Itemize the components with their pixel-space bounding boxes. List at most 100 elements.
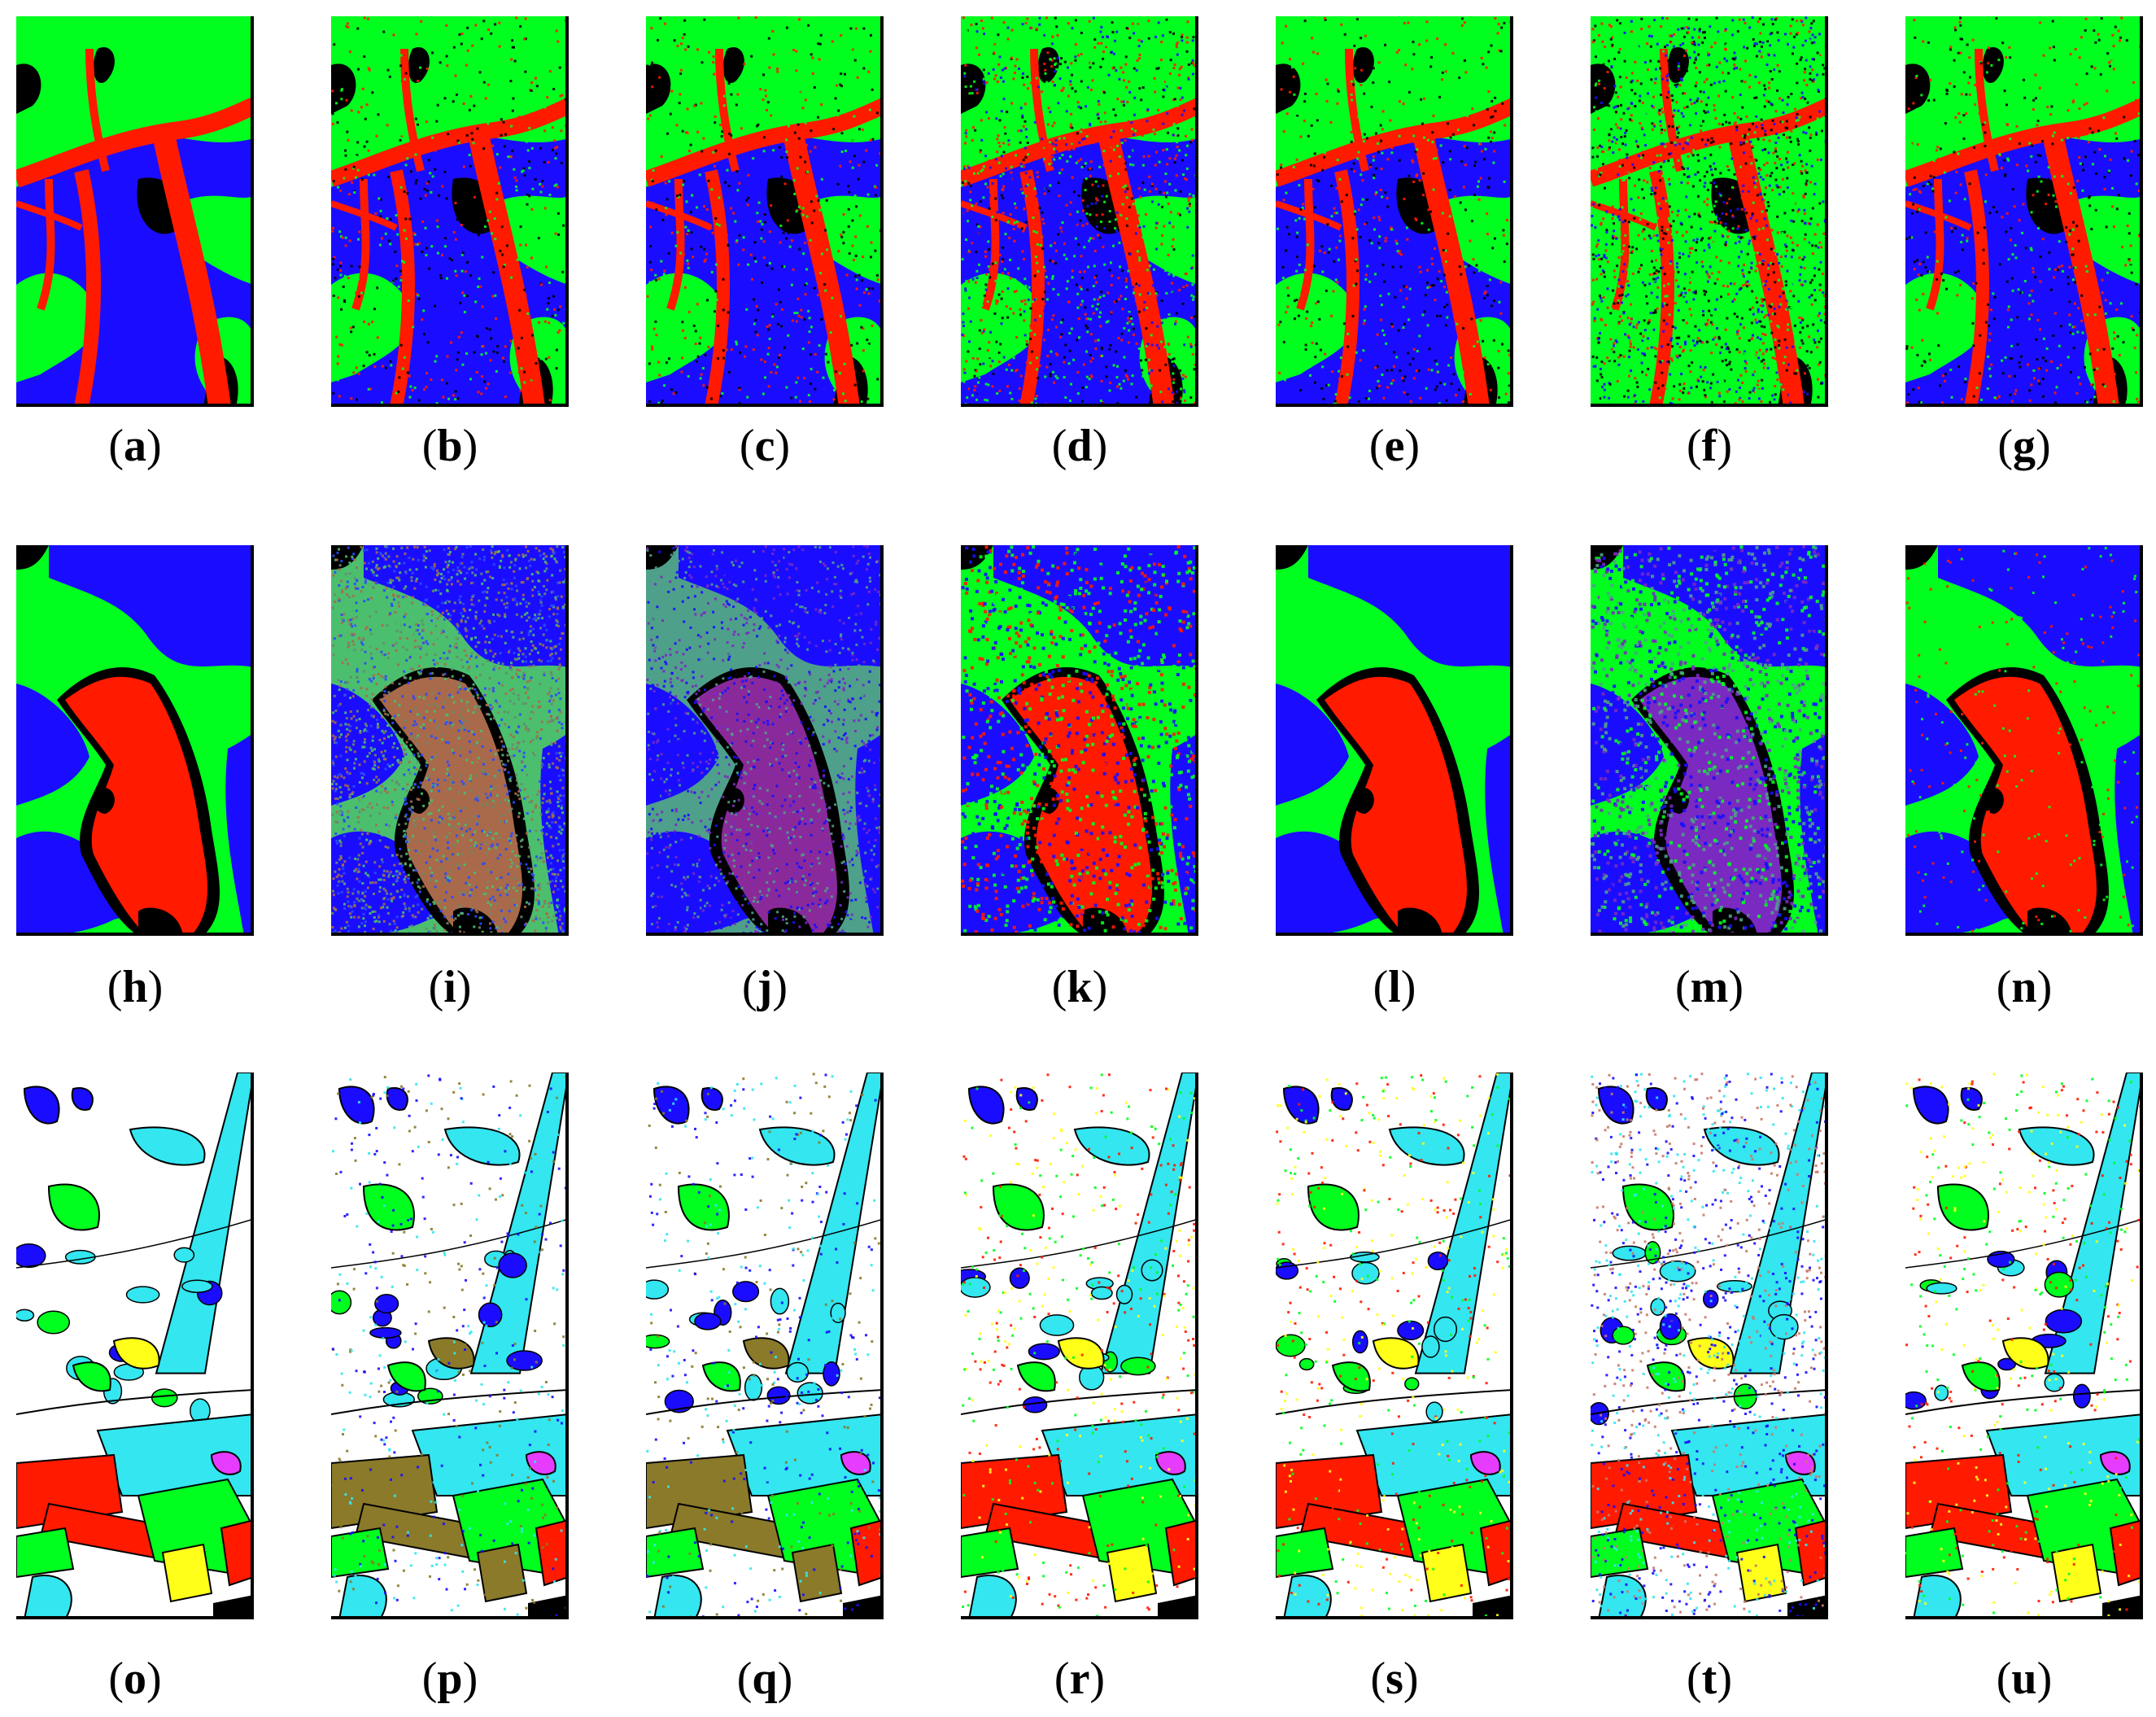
caption-letter: j	[757, 962, 773, 1012]
panel-frame	[1591, 16, 1828, 407]
panel-frame	[1276, 16, 1513, 407]
caption-o: (o)	[108, 1654, 162, 1704]
caption-s: (s)	[1370, 1654, 1419, 1704]
classification-map-r	[961, 1073, 1198, 1619]
panel-frame	[1276, 545, 1513, 936]
panel-r	[961, 1073, 1198, 1619]
caption-u: (u)	[1996, 1654, 2053, 1704]
caption-p: (p)	[421, 1654, 478, 1704]
panel-frame	[16, 545, 254, 936]
caption-j: (j)	[742, 962, 788, 1012]
panel-frame	[1905, 1073, 2143, 1619]
caption-t: (t)	[1687, 1654, 1732, 1704]
caption-m: (m)	[1675, 962, 1744, 1012]
classification-map-t	[1591, 1073, 1828, 1619]
classification-map-m	[1591, 545, 1828, 936]
caption-b: (b)	[421, 421, 478, 471]
panel-frame	[16, 1073, 254, 1619]
classification-map-k	[961, 545, 1198, 936]
classification-map-e	[1276, 16, 1513, 407]
caption-r: (r)	[1054, 1654, 1106, 1704]
caption-letter: a	[124, 421, 146, 471]
caption-letter: u	[2011, 1654, 2037, 1704]
panel-frame	[961, 1073, 1198, 1619]
panel-a	[16, 16, 254, 407]
panel-n	[1905, 545, 2143, 936]
panel-f	[1591, 16, 1828, 407]
classification-map-i	[331, 545, 569, 936]
panel-g	[1905, 16, 2143, 407]
caption-letter: d	[1067, 421, 1093, 471]
classification-map-q	[646, 1073, 884, 1619]
caption-letter: p	[437, 1654, 463, 1704]
classification-map-j	[646, 545, 884, 936]
classification-map-b	[331, 16, 569, 407]
panel-frame	[646, 545, 884, 936]
panel-e	[1276, 16, 1513, 407]
panel-frame	[961, 545, 1198, 936]
caption-l: (l)	[1373, 962, 1416, 1012]
caption-d: (d)	[1051, 421, 1108, 471]
panel-k	[961, 545, 1198, 936]
caption-letter: e	[1384, 421, 1405, 471]
caption-k: (k)	[1051, 962, 1108, 1012]
panel-t	[1591, 1073, 1828, 1619]
panel-d	[961, 16, 1198, 407]
caption-i: (i)	[428, 962, 472, 1012]
panel-q	[646, 1073, 884, 1619]
caption-letter: m	[1690, 962, 1729, 1012]
classification-map-s	[1276, 1073, 1513, 1619]
classification-map-n	[1905, 545, 2143, 936]
classification-map-f	[1591, 16, 1828, 407]
caption-letter: k	[1067, 962, 1093, 1012]
panel-frame	[961, 16, 1198, 407]
panel-frame	[331, 16, 569, 407]
panel-frame	[1591, 1073, 1828, 1619]
classification-map-d	[961, 16, 1198, 407]
panel-m	[1591, 545, 1828, 936]
classification-map-o	[16, 1073, 254, 1619]
panel-frame	[646, 16, 884, 407]
panel-j	[646, 545, 884, 936]
caption-letter: b	[437, 421, 463, 471]
panel-frame	[331, 545, 569, 936]
classification-map-a	[16, 16, 254, 407]
panel-frame	[646, 1073, 884, 1619]
caption-e: (e)	[1368, 421, 1421, 471]
caption-letter: g	[2013, 421, 2036, 471]
caption-letter: n	[2011, 962, 2037, 1012]
panel-p	[331, 1073, 569, 1619]
classification-map-p	[331, 1073, 569, 1619]
caption-letter: f	[1701, 421, 1717, 471]
panel-l	[1276, 545, 1513, 936]
panel-s	[1276, 1073, 1513, 1619]
caption-letter: s	[1386, 1654, 1403, 1704]
panel-o	[16, 1073, 254, 1619]
panel-frame	[1591, 545, 1828, 936]
caption-letter: c	[754, 421, 775, 471]
classification-map-g	[1905, 16, 2143, 407]
panel-frame	[1905, 545, 2143, 936]
caption-q: (q)	[736, 1654, 793, 1704]
classification-map-h	[16, 545, 254, 936]
classification-map-l	[1276, 545, 1513, 936]
panel-frame	[1905, 16, 2143, 407]
panel-c	[646, 16, 884, 407]
caption-letter: h	[122, 962, 148, 1012]
panel-b	[331, 16, 569, 407]
caption-h: (h)	[107, 962, 164, 1012]
panel-i	[331, 545, 569, 936]
caption-letter: o	[124, 1654, 146, 1704]
panel-frame	[1276, 1073, 1513, 1619]
classification-map-u	[1905, 1073, 2143, 1619]
caption-letter: r	[1069, 1654, 1090, 1704]
caption-c: (c)	[739, 421, 791, 471]
caption-a: (a)	[108, 421, 162, 471]
panel-frame	[331, 1073, 569, 1619]
caption-letter: q	[752, 1654, 778, 1704]
caption-letter: t	[1701, 1654, 1717, 1704]
panel-h	[16, 545, 254, 936]
caption-letter: l	[1388, 962, 1401, 1012]
caption-letter: i	[443, 962, 456, 1012]
classification-map-c	[646, 16, 884, 407]
